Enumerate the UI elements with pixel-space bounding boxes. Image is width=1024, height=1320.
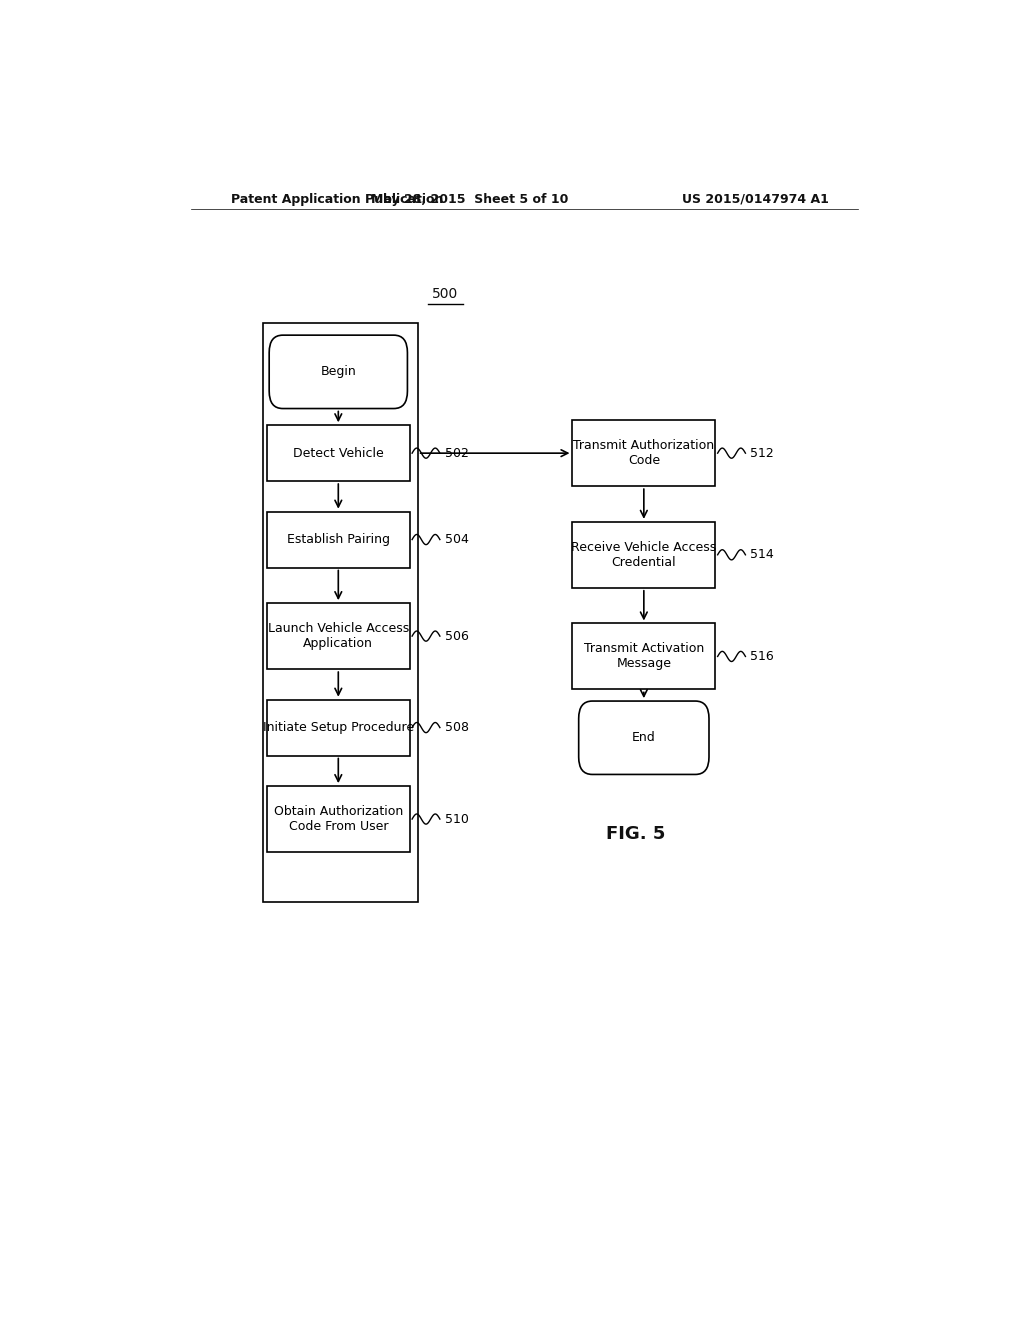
Text: 504: 504	[444, 533, 469, 546]
Text: 500: 500	[432, 286, 459, 301]
Text: 514: 514	[751, 548, 774, 561]
Text: May 28, 2015  Sheet 5 of 10: May 28, 2015 Sheet 5 of 10	[371, 193, 568, 206]
Text: 502: 502	[444, 446, 469, 459]
Text: 512: 512	[751, 446, 774, 459]
FancyBboxPatch shape	[267, 700, 410, 755]
Text: 506: 506	[444, 630, 469, 643]
FancyBboxPatch shape	[269, 335, 408, 408]
FancyBboxPatch shape	[572, 420, 715, 486]
Text: End: End	[632, 731, 655, 744]
Text: FIG. 5: FIG. 5	[606, 825, 666, 843]
Text: 510: 510	[444, 813, 469, 825]
Text: 516: 516	[751, 649, 774, 663]
Text: Obtain Authorization
Code From User: Obtain Authorization Code From User	[273, 805, 402, 833]
Text: Patent Application Publication: Patent Application Publication	[231, 193, 443, 206]
Text: US 2015/0147974 A1: US 2015/0147974 A1	[682, 193, 828, 206]
Text: Establish Pairing: Establish Pairing	[287, 533, 390, 546]
Text: Initiate Setup Procedure: Initiate Setup Procedure	[263, 721, 414, 734]
FancyBboxPatch shape	[572, 623, 715, 689]
Text: Detect Vehicle: Detect Vehicle	[293, 446, 384, 459]
Text: Transmit Authorization
Code: Transmit Authorization Code	[573, 440, 715, 467]
Text: Begin: Begin	[321, 366, 356, 379]
FancyBboxPatch shape	[572, 521, 715, 587]
Text: Transmit Activation
Message: Transmit Activation Message	[584, 643, 703, 671]
FancyBboxPatch shape	[267, 512, 410, 568]
FancyBboxPatch shape	[267, 785, 410, 853]
FancyBboxPatch shape	[579, 701, 709, 775]
FancyBboxPatch shape	[267, 603, 410, 669]
Text: 508: 508	[444, 721, 469, 734]
Text: Receive Vehicle Access
Credential: Receive Vehicle Access Credential	[571, 541, 717, 569]
Text: Launch Vehicle Access
Application: Launch Vehicle Access Application	[267, 622, 409, 651]
FancyBboxPatch shape	[267, 425, 410, 480]
